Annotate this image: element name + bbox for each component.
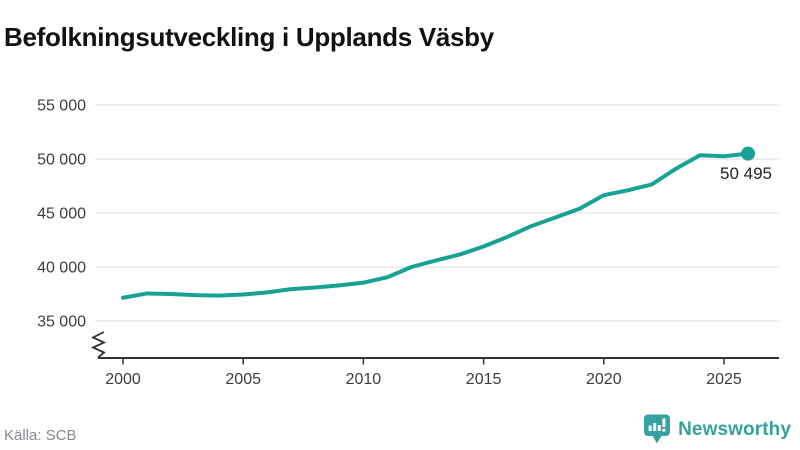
newsworthy-logo[interactable]: Newsworthy: [643, 414, 791, 445]
axis-break-icon: [90, 331, 107, 359]
x-tick-label: 2025: [706, 371, 742, 388]
x-tick-label: 2015: [466, 371, 502, 388]
x-tick-label: 2005: [225, 371, 261, 388]
newsworthy-bubble-chart-icon: [644, 414, 671, 444]
page-title: Befolkningsutveckling i Upplands Väsby: [4, 22, 494, 53]
y-tick-label: 55 000: [37, 98, 86, 115]
y-tick-label: 45 000: [37, 206, 86, 223]
source-label: Källa: SCB: [4, 427, 77, 444]
population-line: [121, 151, 751, 300]
newsworthy-logo-text: Newsworthy: [678, 418, 791, 440]
end-value-label: 50 495: [720, 164, 772, 183]
y-tick-label: 35 000: [37, 314, 86, 331]
x-tick-label: 2020: [586, 371, 622, 388]
x-tick-label: 2010: [346, 371, 382, 388]
y-tick-label: 40 000: [37, 260, 86, 277]
end-point-marker: [741, 146, 756, 161]
x-tick-label: 2000: [105, 371, 141, 388]
y-tick-label: 50 000: [37, 152, 86, 169]
